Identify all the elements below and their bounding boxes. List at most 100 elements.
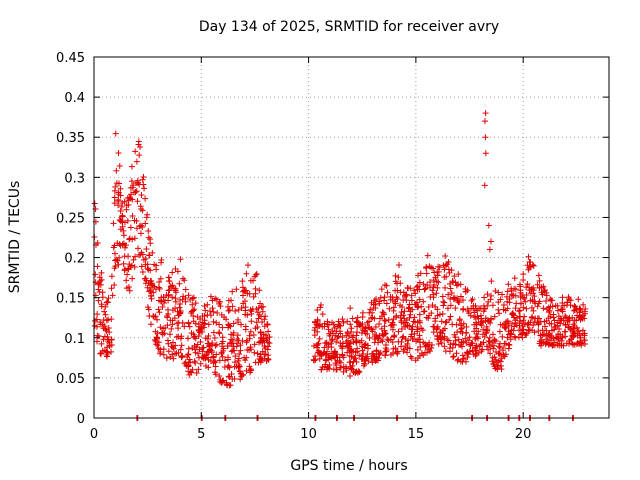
data-point [100,336,107,343]
data-point [156,297,163,304]
data-point [449,321,456,328]
data-point [580,301,587,308]
data-point [396,262,403,269]
data-point [225,373,232,380]
data-point [91,200,98,207]
data-point [95,286,102,293]
data-point [216,321,223,328]
data-point [225,362,232,369]
data-point [577,306,584,313]
data-point [441,333,448,340]
data-point [579,327,586,334]
data-point [185,351,192,358]
data-point [176,280,183,287]
data-point [425,304,432,311]
data-point [423,342,430,349]
data-point [536,277,543,284]
data-point [411,287,418,294]
data-point [144,304,151,311]
data-point [132,148,139,155]
data-point [311,332,318,339]
data-point [411,330,418,337]
data-point [181,323,188,330]
data-point [398,325,405,332]
data-point [376,321,383,328]
data-point [535,272,542,279]
data-point [144,284,151,291]
data-point [347,305,354,312]
data-point [481,182,488,189]
data-point [252,271,259,278]
data-point [479,346,486,353]
data-point [547,296,554,303]
data-point [137,203,144,210]
data-point [371,356,378,363]
data-point [108,341,115,348]
data-point [175,349,182,356]
x-axis-label: GPS time / hours [290,458,407,474]
data-point [247,365,254,372]
data-point [149,249,156,256]
data-point [169,307,176,314]
data-point [403,297,410,304]
data-point [517,300,524,307]
data-point [142,195,149,202]
data-point [404,284,411,291]
data-point [92,271,99,278]
data-point [415,303,422,310]
data-point [487,238,494,245]
data-point [177,296,184,303]
data-point [246,332,253,339]
data-point [371,339,378,346]
data-point [209,341,216,348]
data-point [487,350,494,357]
data-point [429,265,436,272]
data-point [216,373,223,380]
data-point [393,349,400,356]
data-point [450,294,457,301]
data-point [157,275,164,282]
data-point [230,320,237,327]
data-point [339,334,346,341]
data-point [127,195,134,202]
data-point [337,343,344,350]
data-point [362,341,369,348]
data-point [570,326,577,333]
data-point [440,262,447,269]
data-point [582,310,589,317]
data-point [391,332,398,339]
data-point [550,335,557,342]
data-point [411,314,418,321]
data-point [170,345,177,352]
data-point [454,357,461,364]
data-point [102,311,109,318]
data-point [361,328,368,335]
data-point [398,309,405,316]
data-point [204,335,211,342]
data-point [165,291,172,298]
data-point [397,302,404,309]
data-point [429,302,436,309]
data-point [247,369,254,376]
y-tick-label: 0.15 [56,292,85,307]
data-point [485,338,492,345]
data-point [408,292,415,299]
data-point [467,312,474,319]
data-point [251,341,258,348]
data-point [513,315,520,322]
data-point [185,368,192,375]
data-point [216,329,223,336]
data-point [559,294,566,301]
data-point [125,201,132,208]
data-point [524,281,531,288]
data-point [160,351,167,358]
data-point [407,353,414,360]
data-point [445,266,452,273]
x-tick-label: 15 [408,427,425,442]
data-point [259,348,266,355]
data-point [389,339,396,346]
data-point [403,317,410,324]
data-point [511,314,518,321]
data-point [210,329,217,336]
